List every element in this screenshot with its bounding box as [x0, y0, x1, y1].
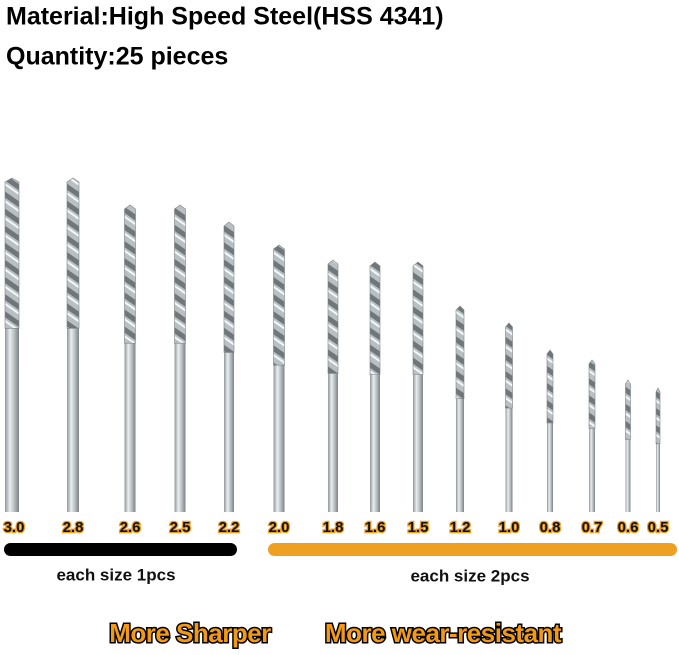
drill-flute: [273, 244, 285, 366]
size-label: 2.0: [269, 519, 290, 536]
size-label: 2.2: [219, 519, 240, 536]
drill-flute: [124, 204, 136, 344]
size-label: 3.0: [4, 519, 25, 536]
drill-flute: [588, 359, 596, 429]
drill-shank: [224, 352, 234, 512]
drill-flute: [66, 177, 80, 329]
drill-shank: [124, 343, 136, 512]
drill-flute: [327, 259, 339, 374]
size-label: 2.6: [120, 519, 141, 536]
drill-shank: [174, 343, 186, 512]
drill-shank: [589, 428, 595, 512]
drill-shank: [328, 373, 338, 512]
drill-shank: [413, 374, 423, 512]
size-label: 1.0: [499, 519, 520, 536]
drill-shank: [505, 408, 513, 512]
drill-shank: [547, 422, 553, 512]
drill-flute: [412, 261, 424, 375]
size-label: 0.5: [648, 519, 669, 536]
drill-shank: [656, 443, 660, 512]
drill-flute: [625, 379, 631, 440]
drill-shank: [67, 328, 79, 512]
drill-flute: [546, 349, 554, 424]
size-label: 1.6: [365, 519, 386, 536]
size-label: 0.6: [618, 519, 639, 536]
drill-shank: [625, 439, 631, 512]
drill-shank: [273, 365, 285, 512]
drill-flute: [223, 221, 235, 353]
size-label: 0.8: [540, 519, 561, 536]
quantity-line: Quantity:25 pieces: [6, 43, 228, 71]
drill-flute: [455, 305, 465, 399]
group-bar-black: [4, 543, 237, 556]
size-label: 1.8: [323, 519, 344, 536]
drill-shank: [456, 398, 464, 512]
drill-flute: [369, 261, 381, 375]
group-label: each size 1pcs: [56, 565, 175, 584]
size-label: 1.2: [450, 519, 471, 536]
size-label: 1.5: [408, 519, 429, 536]
material-line: Material:High Speed Steel(HSS 4341): [6, 3, 444, 31]
size-label: 2.5: [170, 519, 191, 536]
drill-flute: [505, 322, 513, 409]
tagline: More Sharper: [109, 618, 271, 648]
group-bar-orange: [268, 543, 677, 556]
drill-flute: [4, 177, 20, 329]
drill-bits: [4, 177, 661, 512]
group-label: each size 2pcs: [410, 566, 529, 585]
size-label: 0.7: [582, 519, 603, 536]
size-label: 2.8: [63, 519, 84, 536]
drill-shank: [370, 374, 380, 512]
tagline: More wear-resistant: [325, 618, 562, 648]
drill-shank: [5, 328, 19, 512]
drill-flute: [174, 204, 186, 344]
drill-flute: [655, 387, 661, 445]
